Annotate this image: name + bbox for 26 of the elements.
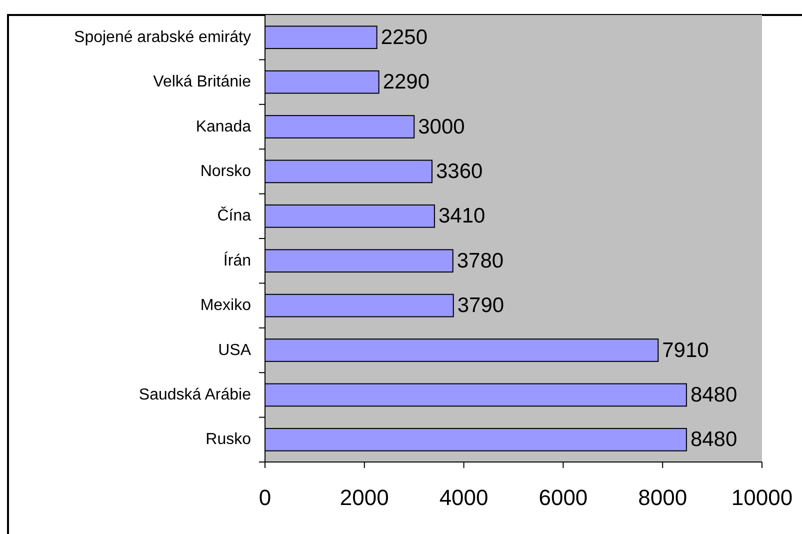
y-tick-label: Kanada [196, 118, 252, 136]
data-label: 3780 [456, 249, 504, 272]
y-tick-label: Rusko [206, 431, 252, 448]
data-label: 3410 [438, 204, 486, 228]
y-tick-label: Saudská Arábie [138, 386, 252, 404]
data-label: 2250 [380, 26, 428, 49]
y-tick-label: Norsko [200, 162, 252, 180]
x-tick-label: 2000 [340, 485, 389, 510]
data-label: 3790 [457, 294, 504, 318]
data-label: 2290 [382, 70, 430, 94]
y-tick-label: Írán [223, 251, 251, 270]
y-tick-label: Čína [217, 206, 252, 225]
x-tick-label: 10000 [731, 485, 793, 510]
y-tick-label: USA [218, 342, 252, 359]
data-label: 3360 [436, 160, 483, 183]
y-tick-label: Velká Británie [153, 74, 252, 91]
data-label: 3000 [418, 115, 465, 138]
data-label: 8480 [690, 428, 738, 452]
data-label: 8480 [690, 383, 738, 406]
y-tick-label: Spojené arabské emiráty [74, 28, 251, 46]
x-tick-label: 4000 [439, 485, 488, 510]
x-tick-label: 8000 [638, 485, 688, 510]
data-label: 7910 [662, 338, 709, 362]
x-tick-label: 0 [258, 485, 272, 510]
x-tick-label: 6000 [538, 485, 588, 510]
y-tick-label: Mexiko [200, 297, 252, 314]
